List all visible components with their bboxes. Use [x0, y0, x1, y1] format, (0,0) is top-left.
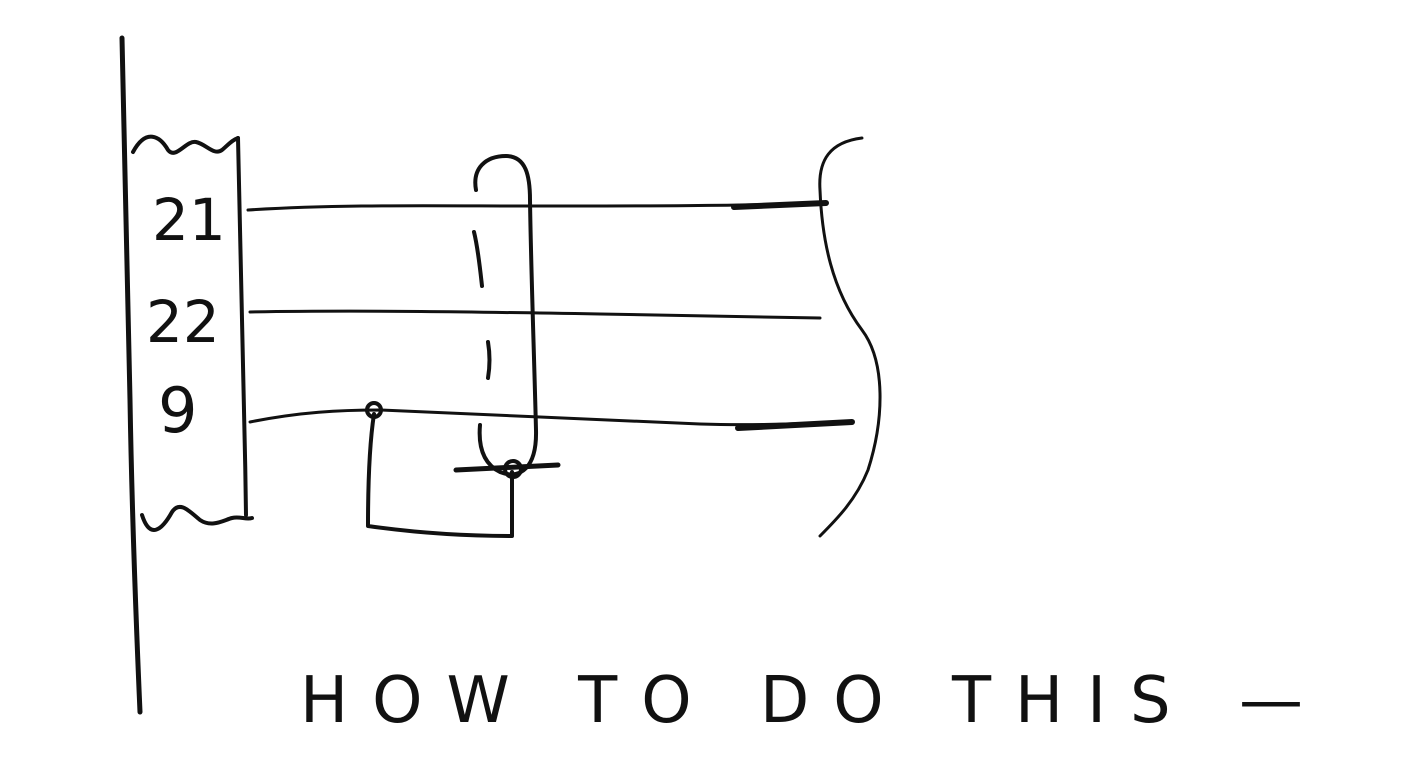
shield-loop	[473, 154, 539, 477]
terminal-label-21: 21	[152, 186, 226, 254]
conductor-mark-upper	[472, 230, 484, 288]
wire-22	[248, 309, 822, 320]
panel-wall-line	[119, 35, 143, 715]
terminal-strip-top-edge	[131, 134, 240, 155]
terminal-strip-bottom-edge	[140, 505, 254, 532]
terminal-label-22: 22	[146, 288, 220, 356]
wire-21-end-thick	[731, 200, 829, 210]
wire-9	[248, 408, 854, 427]
right-bracket	[818, 136, 882, 538]
caption-text: HOW TO DO THIS —	[300, 664, 1327, 738]
terminal-label-9: 9	[158, 374, 197, 447]
conductor-mark-lower	[486, 340, 492, 380]
jumper-loop	[366, 412, 514, 538]
wire-9-end-thick	[735, 419, 855, 431]
terminal-strip-right-edge	[236, 136, 248, 517]
